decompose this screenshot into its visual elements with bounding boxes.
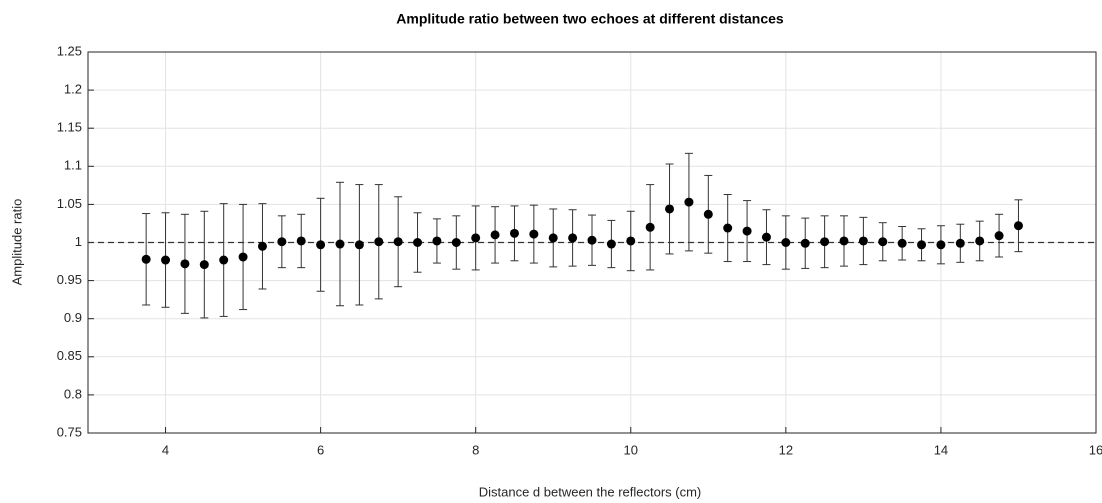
data-point [354, 240, 364, 250]
data-point [432, 236, 442, 246]
data-point [781, 238, 791, 247]
data-point [161, 255, 171, 265]
x-tick-label: 4 [162, 442, 169, 457]
x-tick-label: 12 [779, 442, 793, 457]
data-point [820, 237, 830, 247]
data-point [742, 226, 752, 236]
x-tick-label: 14 [934, 442, 948, 457]
data-point [257, 241, 267, 251]
data-point [917, 240, 927, 250]
data-point [393, 237, 403, 247]
data-point [800, 238, 810, 248]
x-tick-label: 16 [1089, 442, 1102, 457]
data-point [238, 252, 248, 262]
data-point [471, 233, 481, 243]
x-tick-label: 8 [472, 442, 479, 457]
data-point [277, 237, 287, 247]
data-point [975, 236, 985, 246]
data-point [568, 233, 578, 243]
data-point [451, 238, 461, 247]
y-tick-label: 0.8 [64, 386, 82, 401]
data-point [665, 204, 675, 214]
data-point [509, 228, 519, 238]
data-point [219, 255, 229, 265]
data-point [374, 237, 384, 247]
data-point [1013, 221, 1023, 231]
data-point [296, 236, 306, 246]
x-tick-label: 6 [317, 442, 324, 457]
y-tick-label: 0.85 [57, 348, 82, 363]
data-point [490, 230, 500, 240]
data-point [897, 238, 907, 248]
data-point [955, 238, 965, 248]
data-point [529, 229, 539, 239]
data-point [141, 254, 151, 264]
data-point [626, 236, 636, 246]
data-point [684, 197, 694, 207]
data-point [703, 209, 713, 219]
y-axis-label: Amplitude ratio [9, 199, 24, 286]
data-point [316, 240, 326, 250]
data-point [839, 236, 849, 246]
chart-title: Amplitude ratio between two echoes at di… [396, 11, 784, 27]
data-point [606, 239, 616, 249]
y-tick-label: 0.9 [64, 310, 82, 325]
y-tick-label: 1.2 [64, 82, 82, 97]
data-point [645, 222, 655, 232]
y-tick-label: 0.75 [57, 424, 82, 439]
data-point [723, 223, 733, 233]
data-point [335, 239, 345, 249]
data-point [878, 237, 888, 247]
x-axis-label: Distance d between the reflectors (cm) [479, 484, 702, 499]
data-point [858, 236, 868, 246]
x-tick-label: 10 [624, 442, 638, 457]
y-tick-label: 1.1 [64, 158, 82, 173]
data-point [548, 233, 558, 243]
y-tick-label: 1.05 [57, 196, 82, 211]
data-point [587, 235, 597, 245]
y-tick-label: 0.95 [57, 272, 82, 287]
data-point [761, 232, 771, 242]
data-point [936, 240, 946, 250]
y-tick-label: 1.25 [57, 43, 82, 58]
data-point [180, 259, 190, 269]
data-point [994, 231, 1004, 241]
y-tick-label: 1.15 [57, 120, 82, 135]
data-point [199, 260, 209, 270]
data-point [413, 238, 423, 247]
y-tick-label: 1 [75, 234, 82, 249]
